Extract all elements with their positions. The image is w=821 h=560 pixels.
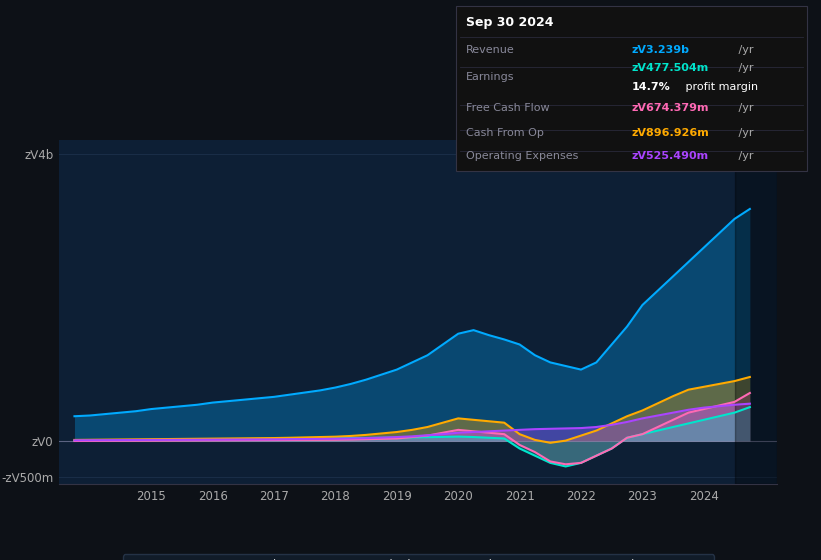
Text: /yr: /yr	[735, 63, 754, 73]
Text: zᐯ3.239b: zᐯ3.239b	[631, 45, 690, 55]
Text: Free Cash Flow: Free Cash Flow	[466, 103, 550, 113]
Text: zᐯ525.490m: zᐯ525.490m	[631, 151, 709, 161]
Text: Cash From Op: Cash From Op	[466, 128, 544, 138]
Text: /yr: /yr	[735, 45, 754, 55]
Text: Operating Expenses: Operating Expenses	[466, 151, 579, 161]
Text: /yr: /yr	[735, 151, 754, 161]
Text: zᐯ896.926m: zᐯ896.926m	[631, 128, 709, 138]
Text: Sep 30 2024: Sep 30 2024	[466, 16, 553, 30]
Text: zᐯ674.379m: zᐯ674.379m	[631, 103, 709, 113]
Text: zᐯ477.504m: zᐯ477.504m	[631, 63, 709, 73]
Text: /yr: /yr	[735, 103, 754, 113]
Bar	[735, 140, 777, 484]
Text: /yr: /yr	[735, 128, 754, 138]
Text: Earnings: Earnings	[466, 72, 515, 82]
Text: profit margin: profit margin	[682, 82, 759, 92]
Text: 14.7%: 14.7%	[631, 82, 670, 92]
Legend: Revenue, Earnings, Free Cash Flow, Cash From Op, Operating Expenses: Revenue, Earnings, Free Cash Flow, Cash …	[122, 554, 714, 560]
Text: Revenue: Revenue	[466, 45, 515, 55]
